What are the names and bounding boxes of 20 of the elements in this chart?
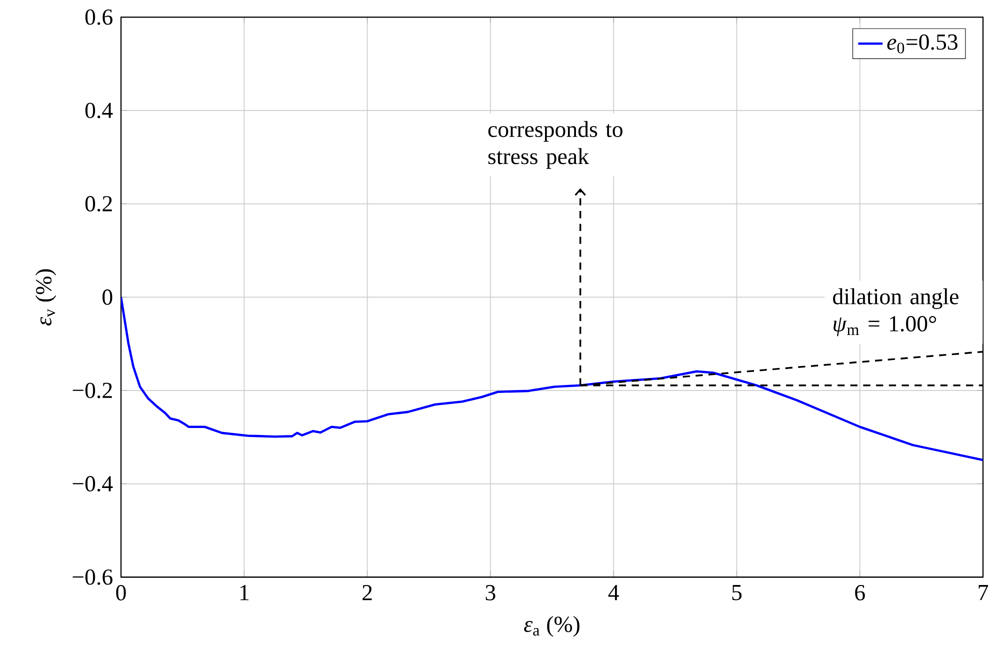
x-tick-label: 2 [362,584,372,600]
x-tick-label: 6 [855,584,865,600]
x-tick-label: 0 [116,584,126,600]
y-tick-label: 0 [102,289,112,305]
y-tick-label: 0.6 [85,9,112,25]
y-tick-label: −0.2 [72,382,112,398]
y-tick-label: 0.4 [85,102,113,118]
x-tick-label: 4 [608,584,619,600]
x-tick-label: 7 [978,584,988,600]
y-tick-label: −0.6 [72,569,112,585]
legend-label: e$_{0}$=0.53 [887,34,958,54]
y-tick-label: 0.2 [85,196,112,212]
x-tick-label: 3 [486,584,496,600]
y-axis-title: ε$_{v}$ (%) [35,269,56,326]
annotation: dilation angle ψ$_{m}$ = 1.00° [833,288,958,336]
y-tick-label: −0.4 [72,476,113,492]
x-tick-label: 5 [732,584,742,600]
x-axis-title: ε$_{a}$ (%) [524,616,580,637]
annotation: corresponds to stress peak [488,120,622,169]
x-tick-label: 1 [240,584,248,600]
